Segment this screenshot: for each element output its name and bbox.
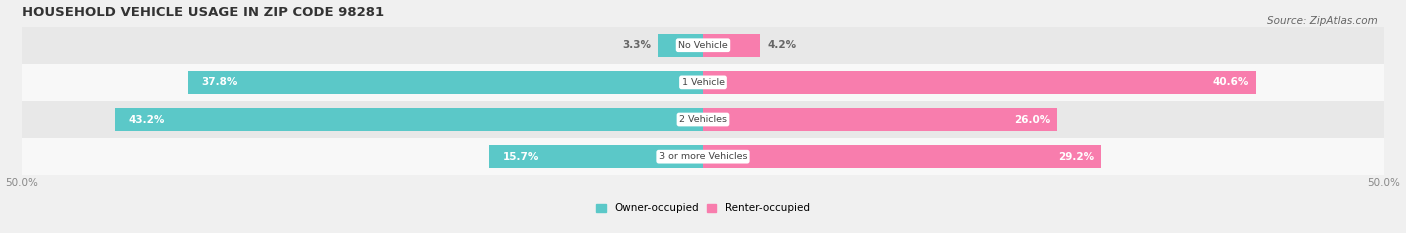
- Text: 43.2%: 43.2%: [128, 115, 165, 124]
- Bar: [22, 64, 1384, 101]
- Bar: [658, 34, 703, 57]
- Text: 4.2%: 4.2%: [768, 40, 796, 50]
- Text: No Vehicle: No Vehicle: [678, 41, 728, 50]
- Text: 2 Vehicles: 2 Vehicles: [679, 115, 727, 124]
- Bar: [489, 145, 703, 168]
- Text: 29.2%: 29.2%: [1057, 152, 1094, 162]
- Text: 37.8%: 37.8%: [202, 77, 238, 87]
- Text: HOUSEHOLD VEHICLE USAGE IN ZIP CODE 98281: HOUSEHOLD VEHICLE USAGE IN ZIP CODE 9828…: [22, 6, 384, 19]
- Text: 3.3%: 3.3%: [623, 40, 651, 50]
- Text: 3 or more Vehicles: 3 or more Vehicles: [659, 152, 747, 161]
- Bar: [22, 27, 1384, 64]
- Bar: [115, 108, 703, 131]
- Text: 1 Vehicle: 1 Vehicle: [682, 78, 724, 87]
- Bar: [188, 71, 703, 94]
- Legend: Owner-occupied, Renter-occupied: Owner-occupied, Renter-occupied: [592, 199, 814, 218]
- Text: 26.0%: 26.0%: [1014, 115, 1050, 124]
- Text: Source: ZipAtlas.com: Source: ZipAtlas.com: [1267, 16, 1378, 26]
- Bar: [703, 71, 1256, 94]
- Bar: [22, 101, 1384, 138]
- Bar: [703, 145, 1101, 168]
- Text: 40.6%: 40.6%: [1213, 77, 1249, 87]
- Bar: [703, 34, 761, 57]
- Bar: [22, 138, 1384, 175]
- Bar: [703, 108, 1057, 131]
- Text: 15.7%: 15.7%: [503, 152, 538, 162]
